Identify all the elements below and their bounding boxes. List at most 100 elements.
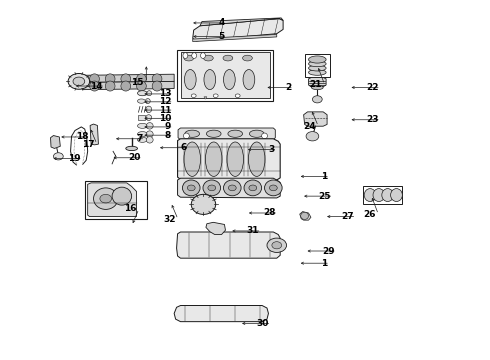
Polygon shape: [83, 74, 174, 82]
Text: 26: 26: [364, 210, 376, 219]
Ellipse shape: [249, 185, 257, 191]
Text: 17: 17: [82, 140, 95, 149]
Text: 19: 19: [68, 154, 80, 163]
Ellipse shape: [265, 180, 282, 196]
Text: 15: 15: [131, 78, 144, 87]
Ellipse shape: [138, 99, 146, 103]
Text: 12: 12: [159, 97, 171, 106]
Ellipse shape: [262, 133, 268, 139]
Ellipse shape: [309, 56, 326, 63]
Ellipse shape: [68, 73, 90, 89]
Ellipse shape: [137, 74, 147, 84]
Ellipse shape: [213, 94, 218, 98]
Ellipse shape: [267, 238, 287, 252]
Ellipse shape: [272, 242, 282, 249]
Ellipse shape: [121, 81, 131, 91]
Text: 5: 5: [218, 32, 224, 41]
Polygon shape: [50, 135, 60, 148]
Text: 30: 30: [257, 319, 269, 328]
Ellipse shape: [184, 55, 194, 61]
Ellipse shape: [90, 74, 99, 84]
Ellipse shape: [382, 189, 393, 202]
Ellipse shape: [243, 69, 255, 90]
Ellipse shape: [309, 65, 326, 71]
Ellipse shape: [146, 99, 150, 104]
Ellipse shape: [243, 55, 252, 61]
Ellipse shape: [90, 81, 99, 91]
Ellipse shape: [112, 187, 132, 205]
Text: 10: 10: [159, 114, 171, 123]
Polygon shape: [177, 139, 280, 180]
Text: 27: 27: [342, 212, 354, 221]
Text: 1: 1: [321, 259, 328, 268]
Ellipse shape: [227, 142, 244, 176]
Bar: [176, 50, 273, 101]
Polygon shape: [204, 97, 207, 99]
Text: 1: 1: [321, 172, 328, 181]
Ellipse shape: [138, 132, 147, 136]
Ellipse shape: [138, 137, 147, 142]
Ellipse shape: [203, 180, 220, 196]
Text: 8: 8: [165, 131, 171, 140]
Bar: [363, 186, 402, 204]
Polygon shape: [174, 306, 269, 321]
Polygon shape: [193, 19, 283, 41]
Text: 7: 7: [137, 134, 143, 143]
Text: 20: 20: [128, 153, 141, 162]
Ellipse shape: [184, 69, 196, 90]
Text: 9: 9: [165, 122, 171, 131]
Ellipse shape: [147, 123, 153, 129]
Polygon shape: [176, 232, 280, 258]
Ellipse shape: [183, 53, 188, 58]
Text: 24: 24: [303, 122, 316, 131]
Ellipse shape: [248, 142, 265, 176]
Text: 22: 22: [366, 83, 378, 92]
Polygon shape: [178, 128, 275, 140]
Text: 18: 18: [75, 132, 88, 141]
Text: 29: 29: [322, 247, 334, 256]
Ellipse shape: [301, 212, 309, 220]
Ellipse shape: [270, 185, 277, 191]
Polygon shape: [90, 124, 98, 145]
Ellipse shape: [192, 53, 196, 58]
Ellipse shape: [138, 91, 147, 96]
Ellipse shape: [309, 61, 326, 67]
Ellipse shape: [137, 81, 147, 91]
Ellipse shape: [306, 132, 319, 141]
Polygon shape: [304, 112, 327, 126]
Ellipse shape: [147, 91, 152, 96]
Polygon shape: [200, 18, 283, 26]
Ellipse shape: [146, 115, 152, 121]
Polygon shape: [177, 178, 280, 198]
Text: 16: 16: [124, 204, 137, 213]
Ellipse shape: [228, 185, 236, 191]
Ellipse shape: [126, 146, 138, 150]
Ellipse shape: [152, 81, 162, 91]
Bar: [85, 181, 147, 220]
Ellipse shape: [147, 136, 153, 143]
Ellipse shape: [94, 188, 118, 210]
Text: 13: 13: [159, 89, 171, 98]
Text: 32: 32: [163, 215, 175, 224]
Text: 31: 31: [246, 226, 259, 235]
Ellipse shape: [53, 153, 63, 160]
Text: 23: 23: [366, 115, 378, 124]
Text: 14: 14: [90, 82, 103, 91]
Ellipse shape: [182, 180, 200, 196]
Ellipse shape: [73, 77, 85, 86]
Text: 4: 4: [218, 18, 224, 27]
Ellipse shape: [105, 81, 115, 91]
Ellipse shape: [187, 185, 195, 191]
Ellipse shape: [152, 74, 162, 84]
Ellipse shape: [228, 130, 243, 137]
Text: 6: 6: [181, 143, 187, 152]
Ellipse shape: [309, 69, 326, 75]
Ellipse shape: [223, 55, 233, 61]
Polygon shape: [180, 52, 270, 98]
Ellipse shape: [364, 189, 376, 202]
Ellipse shape: [100, 194, 112, 203]
Ellipse shape: [146, 106, 152, 113]
Ellipse shape: [391, 189, 402, 202]
Ellipse shape: [200, 53, 205, 58]
Ellipse shape: [204, 69, 216, 90]
